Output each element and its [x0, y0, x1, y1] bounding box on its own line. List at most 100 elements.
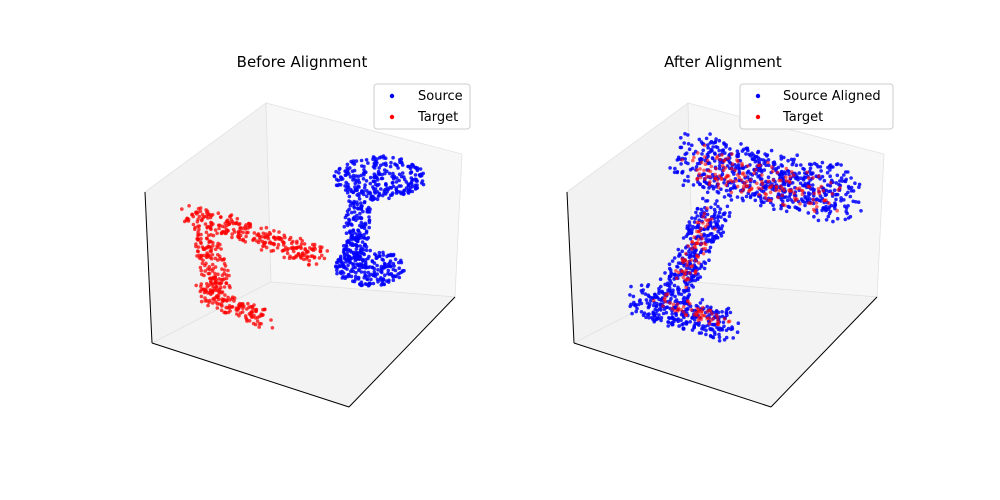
target-point-before-491 — [215, 306, 220, 310]
target-point-before-378 — [199, 237, 203, 241]
source-point-after-1004 — [669, 292, 673, 296]
target-point-after-243 — [661, 304, 665, 308]
source-point-before-245 — [362, 192, 366, 197]
target-point-after-161 — [696, 151, 700, 155]
source-point-after-309 — [714, 137, 718, 141]
source-point-after-255 — [762, 168, 767, 172]
source-point-after-808 — [723, 218, 728, 223]
source-point-before-208 — [410, 189, 415, 194]
source-point-after-374 — [728, 147, 732, 151]
target-point-before-536 — [247, 312, 252, 316]
source-point-after-566 — [753, 198, 758, 203]
source-point-after-1071 — [644, 298, 649, 302]
target-point-before-481 — [237, 304, 242, 309]
source-point-after-1148 — [717, 335, 722, 340]
source-point-after-927 — [651, 303, 656, 308]
source-point-before-637 — [384, 265, 388, 269]
target-point-after-100 — [742, 181, 747, 186]
source-point-after-1169 — [651, 310, 655, 315]
target-point-after-117 — [722, 159, 726, 163]
target-point-before-537 — [211, 285, 215, 289]
source-point-before-526 — [393, 268, 398, 273]
axis-y-before — [348, 296, 456, 408]
target-point-before-252 — [246, 230, 250, 235]
source-point-before-153 — [397, 178, 401, 183]
source-point-after-1151 — [735, 330, 740, 335]
source-point-after-356 — [856, 200, 861, 204]
source-point-after-1165 — [666, 320, 671, 324]
source-point-before-194 — [377, 193, 382, 197]
source-point-after-435 — [816, 218, 821, 223]
source-point-after-833 — [676, 247, 681, 252]
target-point-before-163 — [233, 230, 237, 234]
source-point-after-876 — [668, 278, 672, 283]
source-point-after-601 — [680, 171, 684, 175]
target-point-after-113 — [778, 184, 783, 189]
source-point-after-301 — [848, 214, 853, 219]
source-point-before-611 — [397, 266, 402, 271]
target-point-after-264 — [700, 305, 705, 310]
target-point-after-238 — [701, 221, 705, 225]
source-point-after-583 — [712, 151, 717, 155]
target-point-after-239 — [695, 254, 700, 259]
target-point-after-127 — [774, 188, 778, 193]
source-point-after-869 — [698, 275, 703, 279]
source-point-after-1122 — [718, 328, 722, 332]
source-point-before-346 — [363, 221, 368, 226]
source-point-before-207 — [376, 169, 381, 174]
source-point-before-540 — [353, 274, 358, 279]
target-point-before-525 — [206, 303, 210, 308]
source-point-before-247 — [397, 172, 402, 177]
source-point-before-239 — [408, 186, 413, 190]
source-point-before-435 — [352, 210, 357, 214]
source-point-after-403 — [822, 207, 826, 211]
source-point-after-679 — [720, 224, 725, 228]
source-point-after-825 — [710, 232, 714, 236]
target-point-before-524 — [212, 297, 216, 302]
chart-title-after: After Alignment — [664, 53, 782, 71]
source-point-after-210 — [691, 152, 696, 156]
target-point-before-211 — [256, 232, 261, 236]
target-point-after-32 — [733, 168, 737, 172]
source-point-after-371 — [767, 163, 771, 168]
target-point-before-301 — [216, 272, 220, 277]
target-point-before-249 — [227, 222, 231, 226]
target-point-before-391 — [208, 280, 213, 285]
target-point-after-111 — [797, 186, 802, 190]
source-point-before-105 — [389, 160, 393, 165]
source-point-before-116 — [372, 190, 377, 194]
source-point-before-211 — [362, 186, 367, 190]
source-point-before-416 — [361, 248, 366, 252]
source-point-before-658 — [391, 278, 396, 283]
target-point-after-16 — [827, 201, 831, 205]
source-point-after-894 — [688, 223, 692, 227]
source-point-before-365 — [367, 225, 372, 230]
source-point-before-200 — [383, 161, 388, 166]
source-point-before-445 — [354, 247, 359, 251]
source-point-after-275 — [686, 142, 691, 146]
target-point-after-65 — [730, 162, 735, 166]
source-point-after-97 — [806, 191, 811, 195]
target-point-after-275 — [664, 293, 668, 297]
target-point-before-220 — [302, 242, 307, 246]
source-point-before-609 — [398, 271, 402, 275]
target-point-after-148 — [757, 192, 761, 197]
target-point-after-140 — [717, 174, 722, 178]
target-point-before-476 — [199, 294, 204, 299]
target-point-after-146 — [816, 174, 821, 178]
target-point-before-353 — [205, 245, 210, 250]
target-point-before-321 — [198, 265, 203, 270]
source-point-before-594 — [357, 267, 362, 271]
source-point-before-93 — [337, 171, 341, 175]
target-point-before-459 — [217, 302, 222, 306]
target-point-after-183 — [693, 258, 698, 263]
source-point-after-1015 — [728, 310, 733, 315]
source-point-after-64 — [838, 179, 842, 183]
source-point-after-730 — [699, 250, 703, 254]
source-point-after-1109 — [692, 325, 696, 330]
source-point-after-474 — [782, 170, 787, 174]
target-point-after-7 — [698, 167, 702, 171]
target-point-after-69 — [695, 177, 699, 182]
target-point-before-235 — [224, 227, 229, 232]
target-point-before-381 — [210, 276, 215, 281]
